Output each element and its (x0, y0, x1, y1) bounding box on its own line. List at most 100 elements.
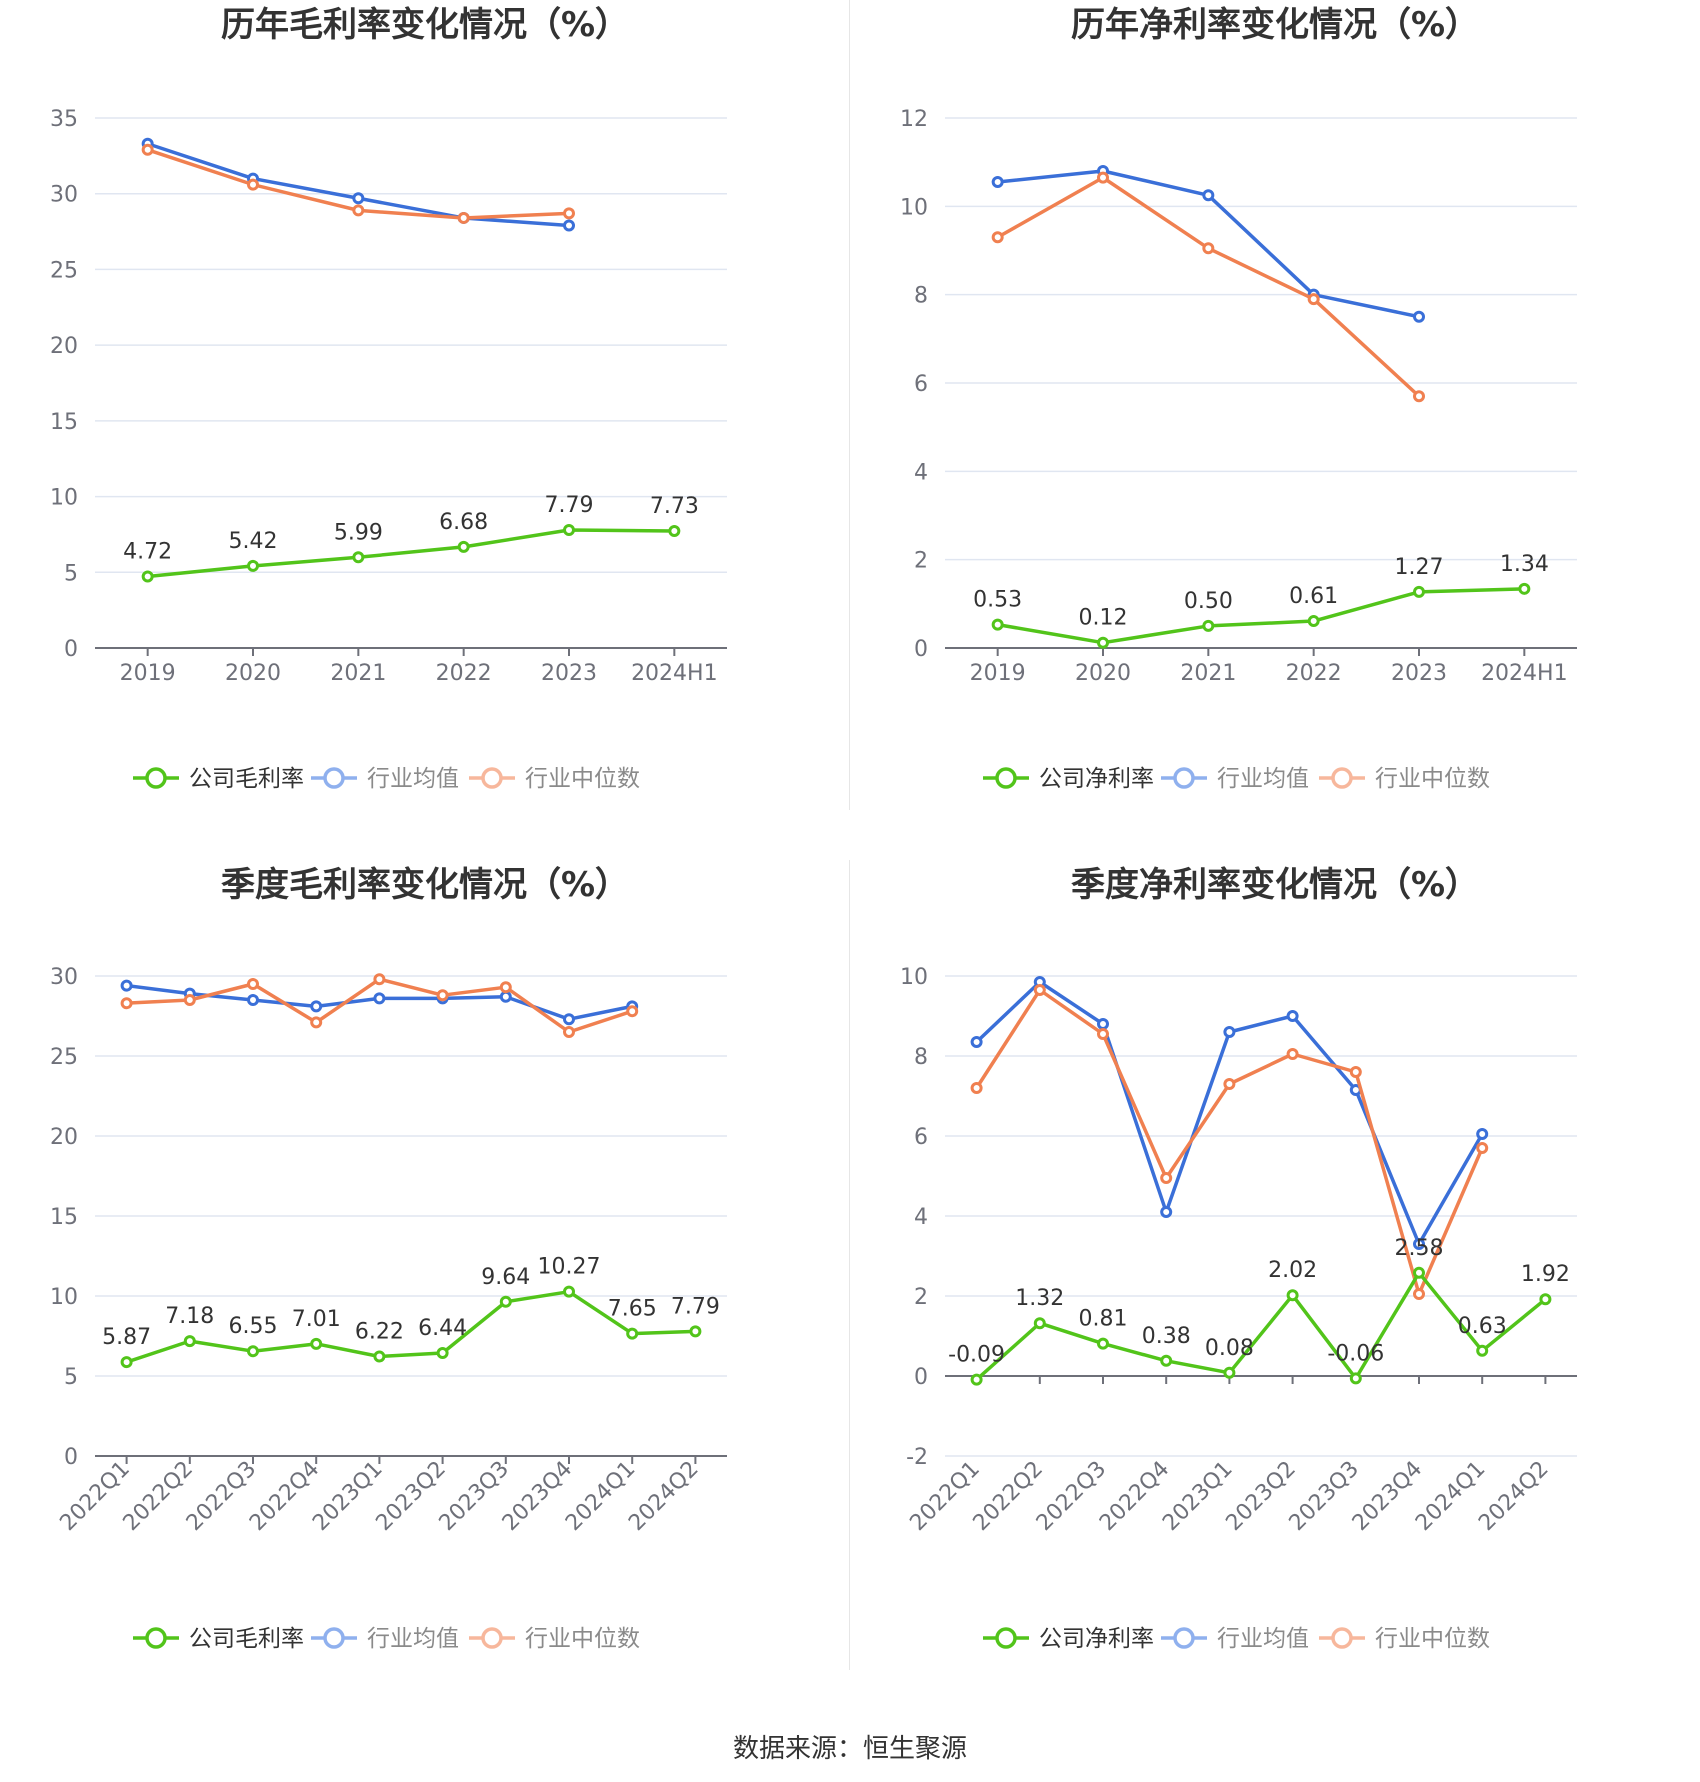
legend-item[interactable]: 行业中位数 (1319, 1626, 1490, 1652)
legend-label: 行业中位数 (1375, 766, 1490, 792)
data-label: 0.12 (1079, 606, 1128, 631)
data-point (626, 1327, 639, 1340)
data-point (970, 1373, 983, 1386)
chart-svg: 季度净利率变化情况（%）-202468102022Q12022Q22022Q32… (900, 865, 1577, 1652)
legend-label: 行业均值 (1217, 1626, 1309, 1652)
legend-item[interactable]: 公司毛利率 (133, 1626, 304, 1652)
legend-swatch-marker (1331, 767, 1353, 789)
y-tick-label: 20 (50, 334, 78, 359)
legend-item[interactable]: 行业中位数 (1319, 766, 1490, 792)
data-point (563, 1285, 575, 1298)
legend-item[interactable]: 公司毛利率 (133, 766, 304, 792)
data-point (1097, 171, 1109, 184)
legend-item[interactable]: 行业均值 (311, 1626, 459, 1652)
data-point (457, 211, 470, 224)
x-tick-label: 2020 (225, 661, 281, 686)
x-tick-label: 2022 (1286, 661, 1342, 686)
data-point (1097, 1337, 1109, 1350)
x-tick-label: 2022Q2 (969, 1457, 1048, 1536)
legend-item[interactable]: 公司净利率 (983, 1626, 1154, 1652)
data-point (563, 219, 575, 232)
chart-title: 历年毛利率变化情况（%） (221, 5, 629, 45)
y-tick-label: 25 (50, 258, 78, 283)
legend-swatch-marker (323, 767, 345, 789)
data-point (352, 204, 365, 217)
x-tick-label: 2022Q3 (1032, 1457, 1111, 1536)
data-label: 6.68 (439, 510, 488, 535)
data-point (1413, 1238, 1425, 1250)
data-point (1413, 1266, 1425, 1279)
data-point (970, 1036, 983, 1048)
legend-swatch-marker (1173, 767, 1195, 789)
legend-item[interactable]: 行业均值 (1161, 1626, 1309, 1652)
chart-quarterly-gross-margin: 季度毛利率变化情况（%） 0 5 10 15 20 25 30 2022Q1 2022Q2 2022… (0, 860, 850, 1720)
y-tick-label: 4 (914, 460, 928, 485)
legend-label: 行业中位数 (525, 766, 640, 792)
data-point (563, 207, 575, 220)
data-label: 4.72 (123, 540, 172, 565)
y-tick-label: 8 (914, 1045, 928, 1070)
y-tick-label: 15 (50, 1205, 78, 1230)
legend-swatch-marker (995, 767, 1017, 789)
y-tick-label: 10 (900, 195, 928, 220)
y-tick-label: -2 (906, 1445, 928, 1470)
data-label: 7.01 (292, 1307, 341, 1332)
x-tick-label: 2023Q4 (1348, 1457, 1427, 1536)
data-point (120, 979, 133, 992)
data-label: 0.63 (1458, 1314, 1507, 1339)
y-tick-label: 4 (914, 1205, 928, 1230)
data-point (1476, 1142, 1489, 1154)
legend-item[interactable]: 公司净利率 (983, 766, 1154, 792)
data-label: 10.27 (538, 1255, 601, 1280)
data-point (1097, 1018, 1109, 1030)
data-point (436, 1346, 449, 1359)
data-label: -0.09 (948, 1343, 1005, 1368)
vertical-divider-top (849, 0, 850, 810)
data-point (499, 981, 512, 994)
data-point (352, 551, 365, 564)
legend-item[interactable]: 行业中位数 (469, 766, 640, 792)
chart-quarterly-net-margin: 季度净利率变化情况（%） -2 0 2 4 6 8 10 2022Q1 2022Q2 2022Q3 2… (850, 860, 1700, 1720)
data-point (373, 1350, 386, 1363)
legend-label: 公司毛利率 (189, 766, 304, 792)
y-tick-label: 2 (914, 1285, 928, 1310)
data-point (991, 176, 1004, 189)
legend-swatch-marker (1173, 1627, 1195, 1649)
x-tick-label: 2023 (541, 661, 597, 686)
data-label: 1.92 (1521, 1262, 1570, 1287)
y-tick-label: 12 (900, 107, 928, 132)
data-label: 7.79 (671, 1294, 720, 1319)
data-point (1349, 1066, 1362, 1078)
data-point (1202, 619, 1215, 632)
legend-item[interactable]: 行业均值 (1161, 766, 1309, 792)
data-point (141, 143, 154, 156)
data-point (310, 1337, 323, 1350)
x-tick-label: 2023Q4 (498, 1457, 577, 1536)
y-tick-label: 0 (64, 1445, 78, 1470)
data-point (1307, 615, 1320, 628)
y-tick-label: 30 (50, 183, 78, 208)
legend-item[interactable]: 行业均值 (311, 766, 459, 792)
data-point (668, 524, 681, 537)
data-point (183, 994, 196, 1006)
x-tick-label: 2023Q1 (1158, 1457, 1237, 1536)
data-label: 5.99 (334, 520, 383, 545)
data-point (991, 618, 1004, 631)
data-point (563, 1026, 575, 1038)
data-point (1413, 310, 1425, 323)
data-label: 6.44 (418, 1316, 467, 1341)
legend-swatch-marker (323, 1627, 345, 1649)
legend-item[interactable]: 行业中位数 (469, 1626, 640, 1652)
data-point (1539, 1293, 1552, 1306)
y-tick-label: 6 (914, 372, 928, 397)
data-point (1160, 1354, 1173, 1367)
y-tick-label: 5 (64, 561, 78, 586)
data-point (1223, 1078, 1236, 1090)
x-tick-label: 2022 (436, 661, 492, 686)
data-point (247, 1345, 259, 1358)
legend-swatch-marker (995, 1627, 1017, 1649)
data-point (626, 1005, 639, 1018)
data-point (1476, 1344, 1489, 1357)
y-tick-label: 10 (900, 965, 928, 990)
data-point (689, 1325, 702, 1338)
